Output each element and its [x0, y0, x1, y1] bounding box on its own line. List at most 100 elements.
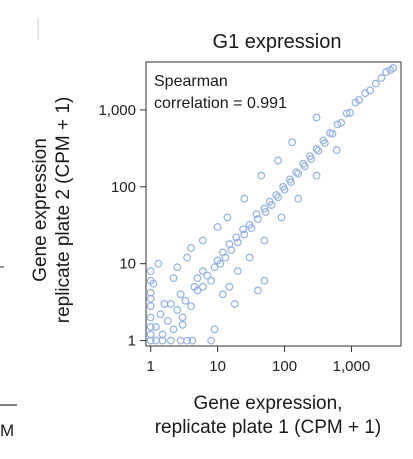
x-tick-label: 1	[147, 358, 155, 375]
data-point	[320, 139, 329, 148]
annotation-line2: correlation = 0.991	[154, 95, 287, 112]
data-point	[240, 194, 249, 203]
data-point	[218, 290, 227, 299]
data-point	[152, 323, 160, 331]
ticks-layer: 1 10 100 1,000 1 10 100 1,000	[98, 102, 370, 375]
data-point	[169, 325, 178, 334]
data-point	[312, 145, 321, 153]
data-point	[176, 290, 185, 299]
data-point	[146, 313, 155, 322]
data-point	[210, 325, 219, 334]
data-point	[366, 86, 375, 95]
data-point	[232, 233, 241, 242]
y-tick-label: 1	[128, 333, 136, 350]
data-point	[216, 259, 225, 268]
left-panel-fragment-label: M	[0, 421, 14, 440]
data-point	[183, 253, 192, 262]
data-point	[257, 171, 266, 180]
data-point	[252, 210, 261, 219]
data-point	[240, 230, 249, 239]
data-point	[207, 336, 216, 345]
data-point	[146, 267, 155, 276]
data-point	[239, 225, 248, 234]
annotation-line1: Spearman	[154, 73, 228, 90]
data-point	[260, 276, 269, 285]
data-point	[294, 194, 303, 203]
data-point	[166, 299, 175, 308]
data-point	[223, 213, 232, 222]
data-point	[154, 259, 163, 268]
data-point	[158, 330, 167, 339]
chart-title: G1 expression	[213, 31, 342, 53]
data-point	[312, 171, 321, 180]
data-point	[267, 201, 276, 209]
x-axis-title-line2: replicate plate 1 (CPM + 1)	[155, 417, 382, 438]
data-point	[288, 138, 297, 147]
data-point	[277, 213, 286, 222]
data-point	[260, 236, 269, 245]
data-point	[163, 316, 172, 325]
data-point	[173, 263, 182, 272]
data-point	[312, 113, 321, 122]
data-point	[261, 208, 270, 216]
data-point	[210, 263, 219, 272]
data-point	[346, 108, 354, 117]
data-point	[260, 204, 269, 213]
data-point	[280, 185, 289, 194]
data-point	[178, 313, 187, 322]
data-point	[371, 79, 380, 88]
y-tick-label: 10	[119, 256, 136, 273]
data-point	[160, 299, 169, 308]
data-point	[377, 74, 386, 82]
data-point	[225, 240, 234, 249]
data-point	[176, 336, 185, 345]
data-point	[233, 238, 242, 247]
data-point	[300, 162, 309, 171]
x-axis-title-line1: Gene expression,	[194, 393, 343, 414]
data-point	[307, 155, 316, 163]
data-point	[272, 191, 281, 200]
plot-frame	[145, 61, 402, 347]
data-point	[342, 109, 351, 118]
data-point	[382, 68, 391, 77]
y-tick-label: 100	[111, 179, 136, 196]
data-point	[169, 274, 178, 283]
data-point	[149, 279, 158, 288]
data-point	[213, 223, 222, 231]
data-point	[198, 282, 207, 291]
data-point	[337, 118, 346, 127]
data-point	[203, 271, 212, 280]
data-point	[225, 282, 234, 291]
x-tick-label: 10	[209, 358, 226, 375]
data-point	[183, 336, 192, 345]
data-point	[314, 146, 323, 155]
data-point	[233, 267, 242, 276]
data-point	[146, 330, 155, 339]
data-point	[193, 274, 202, 283]
data-point	[187, 244, 195, 252]
data-point	[253, 286, 262, 295]
y-tick-label: 1,000	[98, 102, 136, 119]
data-point	[178, 320, 187, 329]
data-point	[332, 146, 341, 155]
data-point	[287, 178, 295, 187]
data-point	[218, 248, 227, 257]
data-point	[146, 323, 155, 331]
data-point	[187, 302, 195, 311]
y-axis-title-line2: replicate plate 2 (CPM + 1)	[53, 97, 74, 324]
data-point	[198, 236, 207, 245]
data-point	[355, 95, 364, 104]
data-point	[207, 276, 216, 285]
data-point	[274, 193, 283, 202]
data-point	[173, 306, 182, 314]
data-point	[328, 129, 337, 138]
data-point	[166, 336, 175, 345]
data-point	[156, 310, 165, 319]
data-point	[188, 336, 197, 345]
x-tick-label: 1,000	[333, 358, 371, 375]
data-point	[230, 299, 239, 308]
data-point	[294, 169, 303, 178]
data-point	[247, 224, 256, 233]
data-point	[181, 296, 190, 305]
